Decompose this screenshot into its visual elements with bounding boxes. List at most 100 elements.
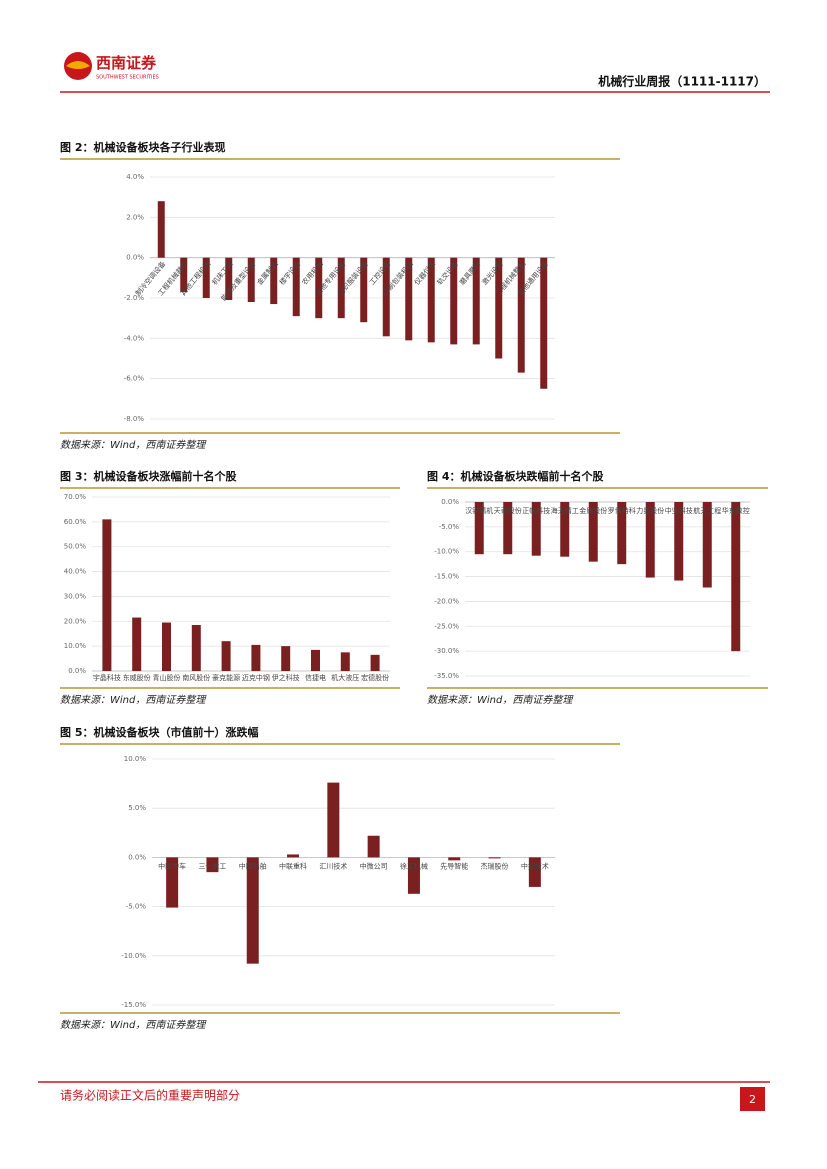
- x-tick-label: 航天工程: [693, 506, 721, 515]
- y-tick-label: 10.0%: [124, 755, 147, 763]
- x-tick-label: 机大液压: [331, 673, 359, 682]
- bar: [588, 502, 598, 562]
- bar: [474, 502, 484, 555]
- bar: [528, 857, 541, 887]
- figure-title: 图 2：机械设备板块各子行业表现: [60, 140, 225, 154]
- x-tick-label: 先导智能: [440, 861, 468, 870]
- y-tick-label: 20.0%: [64, 617, 87, 625]
- figure-title: 图 4：机械设备板块跌幅前十名个股: [427, 469, 604, 483]
- x-tick-label: 汇川技术: [319, 861, 347, 870]
- bar: [731, 502, 741, 652]
- x-tick-label: 罗博特科: [608, 506, 636, 515]
- x-tick-label: 金盾股份: [579, 506, 607, 515]
- bar: [674, 502, 684, 581]
- x-tick-label: 汉钟精机: [465, 506, 493, 515]
- bar: [102, 519, 112, 671]
- x-tick-label: 宇晶科技: [93, 673, 121, 682]
- y-tick-label: 2.0%: [126, 213, 144, 221]
- x-tick-label: 迈克中钢: [242, 673, 270, 682]
- source-note: 数据来源：Wind，西南证券整理: [60, 694, 207, 706]
- x-tick-label: 南风股份: [182, 673, 210, 682]
- y-tick-label: 70.0%: [64, 493, 87, 501]
- y-tick-label: -15.0%: [434, 573, 459, 581]
- bar: [315, 257, 323, 319]
- logo-en: SOUTHWEST SECURITIES: [96, 75, 159, 81]
- y-tick-label: 10.0%: [64, 642, 87, 650]
- y-tick-label: 4.0%: [126, 173, 144, 181]
- y-tick-label: -25.0%: [434, 622, 459, 630]
- x-tick-label: 中控技术: [521, 861, 549, 870]
- y-tick-label: -8.0%: [124, 415, 145, 423]
- source-note: 数据来源：Wind，西南证券整理: [427, 694, 574, 706]
- bar: [517, 257, 525, 373]
- y-tick-label: -30.0%: [434, 647, 459, 655]
- x-tick-label: 中微公司: [360, 861, 388, 870]
- disclaimer: 请务必阅读正文后的重要声明部分: [60, 1088, 240, 1103]
- y-tick-label: 30.0%: [64, 592, 87, 600]
- y-tick-label: 0.0%: [68, 667, 86, 675]
- bar: [540, 257, 548, 389]
- bar: [531, 502, 541, 556]
- bar: [327, 782, 340, 858]
- bar: [281, 646, 291, 671]
- bar: [251, 644, 261, 671]
- x-tick-label: 三一重工: [198, 862, 226, 870]
- bar: [427, 257, 435, 343]
- bar: [370, 654, 380, 671]
- logo-cn: 西南证券: [96, 54, 157, 72]
- bar: [292, 257, 300, 317]
- x-tick-label: 中国船舶: [239, 861, 267, 870]
- bar: [488, 857, 501, 859]
- figure-title: 图 5：机械设备板块（市值前十）涨跌幅: [60, 725, 258, 739]
- x-tick-label: 中坚科技: [665, 506, 693, 515]
- y-tick-label: -6.0%: [124, 375, 145, 383]
- x-tick-label: 华东数控: [722, 506, 750, 515]
- bar: [367, 835, 380, 858]
- y-tick-label: 40.0%: [64, 568, 87, 576]
- bar: [503, 502, 513, 555]
- y-tick-label: -10.0%: [434, 548, 459, 556]
- y-tick-label: -35.0%: [434, 672, 459, 680]
- x-tick-label: 天奇股份: [494, 506, 522, 515]
- x-tick-label: 宏德股份: [361, 673, 389, 682]
- bar: [247, 257, 255, 303]
- x-tick-label: 伊之科技: [272, 673, 300, 682]
- bar: [270, 257, 278, 305]
- x-tick-label: 杰瑞股份: [481, 861, 509, 870]
- report-title: 机械行业周报（1111-1117）: [598, 74, 766, 89]
- bar: [617, 502, 627, 565]
- page-box: [740, 1087, 765, 1111]
- bar: [221, 641, 231, 671]
- x-tick-label: 中国中车: [158, 861, 186, 870]
- y-tick-label: -4.0%: [124, 334, 145, 342]
- x-tick-label: 海天精工: [551, 506, 579, 515]
- y-tick-label: 60.0%: [64, 518, 87, 526]
- figure-title: 图 3：机械设备板块涨幅前十名个股: [60, 469, 237, 483]
- y-tick-label: -5.0%: [126, 903, 147, 911]
- x-tick-label: 徐工机械: [400, 861, 428, 870]
- y-tick-label: 0.0%: [441, 498, 459, 506]
- y-tick-label: 0.0%: [126, 254, 144, 262]
- x-tick-label: 青山股份: [153, 673, 181, 682]
- x-tick-label: 东威股份: [123, 673, 151, 682]
- bar: [157, 201, 165, 258]
- bar: [311, 649, 320, 671]
- y-tick-label: -10.0%: [121, 952, 146, 960]
- bar: [340, 652, 350, 671]
- x-tick-label: 中联重科: [279, 861, 307, 870]
- y-tick-label: -20.0%: [434, 597, 459, 605]
- bar: [191, 625, 201, 671]
- source-note: 数据来源：Wind，西南证券整理: [60, 439, 207, 451]
- bar: [202, 257, 210, 298]
- bar: [405, 257, 413, 341]
- bar: [495, 257, 503, 359]
- x-tick-label: 力星股份: [636, 506, 664, 515]
- y-tick-label: -15.0%: [121, 1001, 146, 1009]
- bar: [472, 257, 480, 345]
- bar: [450, 257, 458, 345]
- bar: [180, 257, 188, 292]
- logo-swoosh: [66, 61, 90, 69]
- bar: [166, 857, 179, 908]
- bar: [162, 622, 171, 671]
